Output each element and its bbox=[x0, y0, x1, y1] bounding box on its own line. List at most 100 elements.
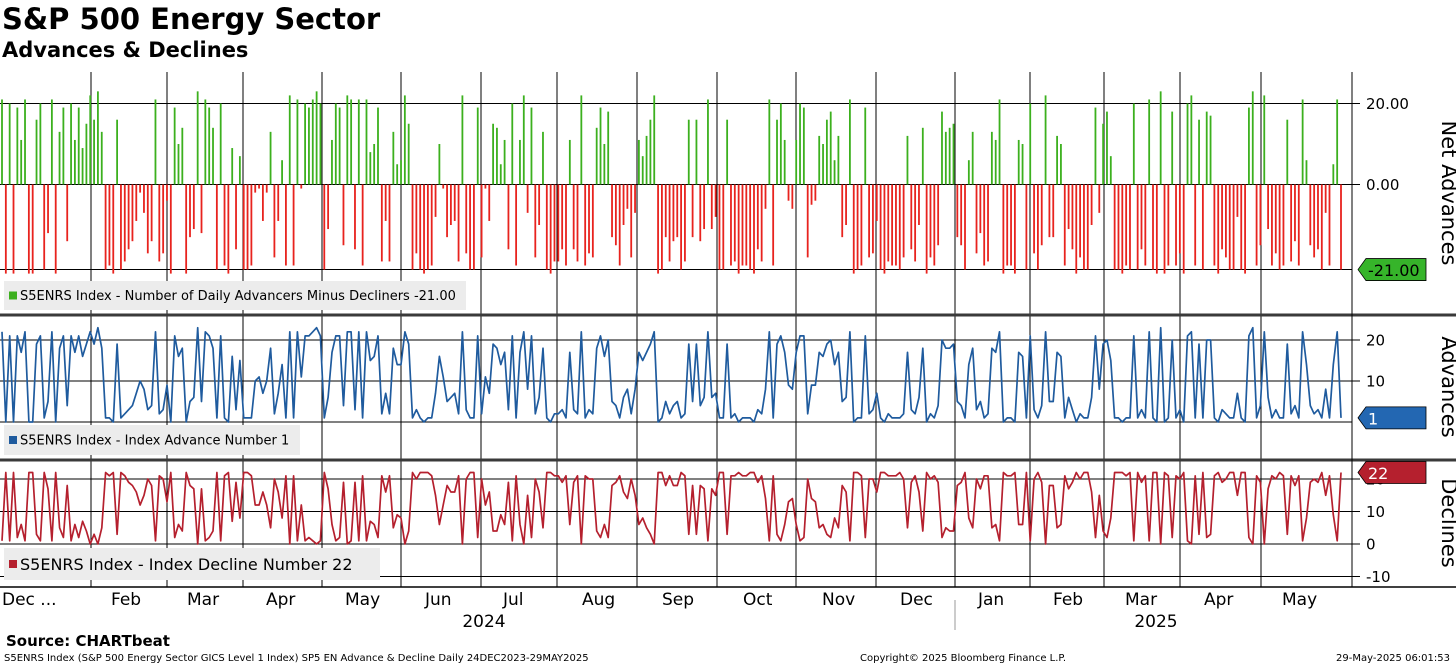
decline-bar bbox=[434, 184, 437, 217]
decline-bar bbox=[277, 184, 280, 221]
advance-bar bbox=[492, 123, 494, 185]
advance-bar bbox=[802, 107, 805, 185]
x-month-label: Jun bbox=[424, 590, 452, 610]
advance-bar bbox=[315, 91, 318, 185]
decline-bar bbox=[753, 184, 755, 274]
decline-bar bbox=[135, 184, 138, 221]
decline-bar bbox=[453, 184, 456, 221]
advance-bar bbox=[1263, 95, 1266, 185]
axis-tick-label: 0 bbox=[1366, 536, 1376, 554]
decline-bar bbox=[614, 184, 617, 246]
decline-bar bbox=[745, 184, 748, 266]
decline-bar bbox=[902, 184, 905, 258]
x-month-label: Oct bbox=[743, 590, 773, 610]
decline-bar bbox=[1163, 184, 1166, 274]
decline-bar bbox=[1278, 184, 1281, 270]
axis-tick-label: 10 bbox=[1366, 503, 1385, 521]
advance-bar bbox=[1017, 139, 1020, 185]
last-value-net: -21.00 bbox=[1357, 258, 1427, 281]
advance-bar bbox=[653, 95, 656, 185]
decline-bar bbox=[891, 184, 894, 266]
decline-bar bbox=[150, 184, 153, 242]
decline-bar bbox=[1152, 184, 1154, 270]
decline-bar bbox=[123, 184, 126, 262]
decline-bar bbox=[484, 184, 487, 189]
decline-bar bbox=[737, 184, 740, 274]
advance-bar bbox=[522, 95, 525, 185]
decline-bar bbox=[342, 184, 345, 246]
advance-bar bbox=[768, 99, 771, 185]
advance-bar bbox=[645, 135, 648, 185]
decline-bar bbox=[120, 184, 122, 270]
decline-bar bbox=[772, 184, 775, 266]
advance-bar bbox=[599, 107, 602, 185]
advance-bar bbox=[649, 119, 652, 185]
decline-bar bbox=[1313, 184, 1316, 258]
decline-bar bbox=[933, 184, 936, 266]
decline-bar bbox=[112, 184, 115, 274]
decline-bar bbox=[622, 184, 625, 225]
advance-bar bbox=[1336, 99, 1339, 185]
advance-bar bbox=[73, 139, 76, 185]
advance-bar bbox=[1148, 99, 1151, 185]
decline-bar bbox=[875, 184, 878, 221]
decline-bar bbox=[987, 184, 989, 262]
decline-bar bbox=[879, 184, 882, 270]
decline-bar bbox=[449, 184, 452, 225]
grid-lines bbox=[0, 72, 1352, 587]
decline-bar bbox=[661, 184, 663, 270]
decline-bar bbox=[12, 184, 15, 274]
advance-bar bbox=[338, 107, 341, 185]
decline-bar bbox=[446, 184, 448, 238]
advance-bar bbox=[208, 107, 211, 185]
decline-bar bbox=[1213, 184, 1216, 266]
decline-bar bbox=[469, 184, 471, 270]
decline-bar bbox=[200, 184, 203, 234]
footer-copyright: Copyright© 2025 Bloomberg Finance L.P. bbox=[860, 653, 1067, 664]
advance-bar bbox=[1198, 119, 1200, 185]
decline-bar bbox=[235, 184, 237, 250]
decline-bar bbox=[457, 184, 460, 262]
decline-bar bbox=[1052, 184, 1055, 238]
decline-bar bbox=[1228, 184, 1231, 270]
decline-bar bbox=[887, 184, 890, 262]
decline-bar bbox=[1010, 184, 1012, 266]
last-value-text: 1 bbox=[1368, 409, 1378, 428]
decline-bar bbox=[1121, 184, 1124, 274]
advance-bar bbox=[726, 119, 729, 185]
advance-bar bbox=[89, 95, 92, 185]
advance-bar bbox=[795, 139, 798, 185]
last-value-badge bbox=[1357, 406, 1427, 430]
decline-bar bbox=[146, 184, 149, 254]
decline-bar bbox=[1267, 184, 1270, 230]
last-value-declines: 22 bbox=[1357, 461, 1427, 484]
x-month-label: Sep bbox=[662, 590, 694, 610]
decline-bar bbox=[250, 184, 253, 266]
decline-bar bbox=[1274, 184, 1277, 254]
advances-line bbox=[1, 326, 1342, 423]
decline-bar bbox=[1271, 184, 1273, 266]
advance-bar bbox=[365, 99, 368, 185]
decline-bar bbox=[380, 184, 383, 262]
advance-bar bbox=[1109, 156, 1112, 185]
decline-bar bbox=[1244, 184, 1246, 274]
decline-bar bbox=[618, 184, 621, 266]
decline-bar bbox=[1309, 184, 1312, 246]
advance-bar bbox=[833, 160, 836, 185]
advance-bar bbox=[308, 107, 310, 185]
decline-bar bbox=[1175, 184, 1177, 266]
decline-bar bbox=[127, 184, 130, 250]
advance-bar bbox=[921, 127, 924, 185]
x-month-label: Mar bbox=[1125, 590, 1157, 610]
advance-bar bbox=[822, 144, 824, 185]
advance-bar bbox=[58, 131, 61, 185]
decline-bar bbox=[1083, 184, 1085, 270]
decline-bar bbox=[1232, 184, 1235, 270]
advance-bar bbox=[173, 107, 176, 185]
decline-bar bbox=[1002, 184, 1005, 274]
decline-bar bbox=[680, 184, 682, 270]
panel-y-label: Advances bbox=[1437, 336, 1456, 437]
decline-bar bbox=[1098, 184, 1101, 213]
advance-bar bbox=[776, 119, 778, 185]
decline-bar bbox=[192, 184, 195, 230]
